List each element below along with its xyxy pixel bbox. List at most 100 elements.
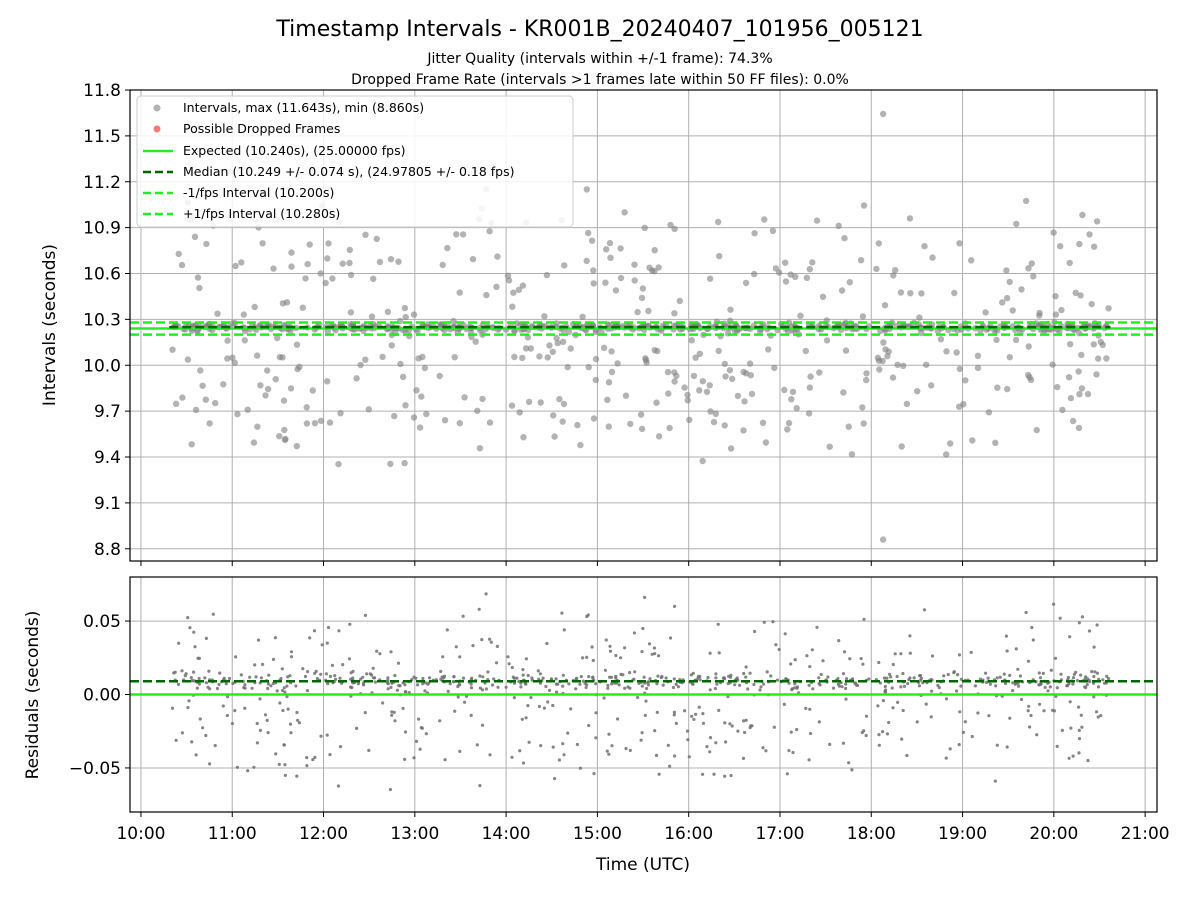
interval-point — [673, 372, 680, 379]
interval-point — [874, 354, 882, 361]
residual-point — [261, 662, 265, 667]
residual-point — [469, 713, 473, 718]
interval-point — [322, 279, 329, 287]
residual-point — [1024, 610, 1028, 615]
residual-point — [213, 744, 217, 748]
residuals-y-axis-label: Residuals (seconds) — [23, 611, 43, 780]
residual-point — [328, 674, 333, 679]
residual-point — [1049, 668, 1053, 672]
interval-point — [519, 354, 526, 362]
residual-point — [692, 717, 696, 722]
residual-point — [948, 747, 952, 751]
residual-point — [328, 753, 332, 757]
interval-point — [802, 347, 809, 355]
residual-point — [652, 646, 657, 650]
interval-point — [819, 293, 827, 300]
residual-point — [1003, 681, 1008, 686]
interval-point — [337, 410, 344, 417]
interval-point — [859, 313, 867, 320]
residual-point — [1038, 676, 1043, 680]
residual-point — [1027, 704, 1031, 708]
interval-point — [257, 382, 264, 389]
residual-point — [936, 683, 940, 688]
interval-point — [172, 400, 180, 407]
residual-point — [1008, 673, 1012, 678]
residual-point — [771, 620, 775, 624]
interval-point — [1076, 391, 1083, 398]
interval-point — [634, 308, 641, 316]
interval-point — [806, 384, 813, 391]
interval-point — [667, 221, 674, 229]
residual-point — [494, 661, 499, 665]
residual-point — [180, 731, 184, 735]
residual-point — [326, 625, 331, 630]
interval-point — [1059, 406, 1066, 414]
interval-point — [759, 419, 767, 426]
residual-point — [189, 676, 193, 680]
residual-point — [266, 682, 270, 686]
residual-point — [826, 675, 830, 679]
interval-point — [769, 227, 777, 234]
residual-point — [271, 681, 275, 686]
residual-point — [585, 655, 589, 660]
residual-point — [567, 682, 571, 686]
residual-point — [188, 626, 192, 630]
residual-point — [847, 761, 851, 765]
interval-point — [776, 269, 783, 276]
residual-point — [655, 710, 659, 715]
residual-point — [221, 704, 225, 708]
residual-point — [192, 630, 196, 634]
residual-point — [235, 765, 239, 769]
x-tick-label: 20:00 — [1029, 824, 1078, 844]
residual-point — [691, 671, 695, 675]
residual-point — [305, 756, 309, 760]
residual-point — [319, 734, 323, 738]
interval-point — [715, 218, 722, 226]
interval-point — [845, 423, 852, 430]
interval-point — [410, 414, 418, 421]
interval-point — [671, 322, 678, 329]
residual-point — [320, 643, 324, 647]
interval-point — [299, 304, 306, 311]
interval-point — [875, 240, 882, 247]
x-tick-label: 18:00 — [847, 824, 896, 844]
residual-point — [393, 719, 397, 723]
interval-point — [583, 186, 590, 193]
residual-point — [386, 679, 390, 683]
residual-point — [355, 726, 359, 731]
interval-point — [339, 260, 346, 267]
interval-point — [1036, 309, 1043, 317]
intervals-y-tick-label: 10.6 — [83, 265, 121, 285]
residual-point — [837, 639, 841, 643]
interval-point — [771, 364, 778, 372]
interval-point — [688, 337, 695, 344]
interval-point — [603, 246, 610, 253]
residual-point — [666, 743, 670, 748]
residual-point — [930, 689, 934, 693]
residual-point — [762, 620, 766, 624]
residual-point — [715, 682, 719, 686]
residual-point — [401, 706, 405, 711]
residual-point — [828, 742, 832, 747]
residual-point — [283, 763, 287, 767]
residual-point — [561, 684, 565, 688]
intervals-reference-lines — [130, 321, 1157, 336]
residual-point — [668, 764, 672, 768]
residual-point — [297, 721, 301, 725]
interval-point — [653, 399, 660, 406]
interval-point — [317, 270, 324, 277]
residual-point — [746, 687, 750, 691]
residual-point — [507, 662, 511, 666]
residual-point — [701, 712, 705, 716]
interval-point — [324, 255, 331, 262]
interval-point — [556, 395, 563, 403]
interval-point — [627, 420, 634, 428]
residual-point — [1037, 671, 1041, 675]
residual-point — [1031, 638, 1035, 642]
residual-point — [961, 730, 966, 735]
residual-point — [248, 675, 252, 679]
interval-point — [943, 348, 950, 355]
legend-item-minus-fps: -1/fps Interval (10.200s) — [143, 185, 334, 200]
interval-point — [413, 387, 420, 394]
interval-point — [376, 258, 384, 266]
